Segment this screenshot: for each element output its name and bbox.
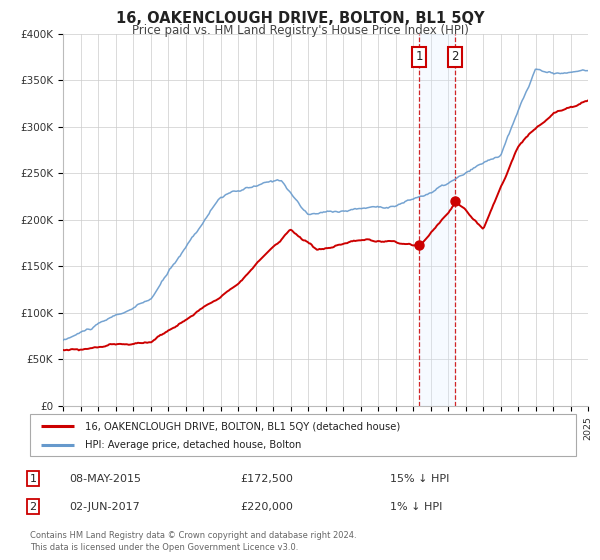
Text: Contains HM Land Registry data © Crown copyright and database right 2024.
This d: Contains HM Land Registry data © Crown c… xyxy=(30,531,356,552)
Text: 2: 2 xyxy=(29,502,37,512)
Text: 02-JUN-2017: 02-JUN-2017 xyxy=(69,502,140,512)
Bar xyxy=(419,34,455,406)
Text: 1: 1 xyxy=(29,474,37,484)
Text: Price paid vs. HM Land Registry's House Price Index (HPI): Price paid vs. HM Land Registry's House … xyxy=(131,24,469,36)
Text: 1% ↓ HPI: 1% ↓ HPI xyxy=(390,502,442,512)
Text: 08-MAY-2015: 08-MAY-2015 xyxy=(69,474,141,484)
Text: 2: 2 xyxy=(452,50,459,63)
Text: 16, OAKENCLOUGH DRIVE, BOLTON, BL1 5QY: 16, OAKENCLOUGH DRIVE, BOLTON, BL1 5QY xyxy=(116,11,484,26)
Text: £220,000: £220,000 xyxy=(240,502,293,512)
Text: 16, OAKENCLOUGH DRIVE, BOLTON, BL1 5QY (detached house): 16, OAKENCLOUGH DRIVE, BOLTON, BL1 5QY (… xyxy=(85,421,400,431)
Text: HPI: Average price, detached house, Bolton: HPI: Average price, detached house, Bolt… xyxy=(85,440,301,450)
Text: 15% ↓ HPI: 15% ↓ HPI xyxy=(390,474,449,484)
Text: £172,500: £172,500 xyxy=(240,474,293,484)
Text: 1: 1 xyxy=(415,50,423,63)
